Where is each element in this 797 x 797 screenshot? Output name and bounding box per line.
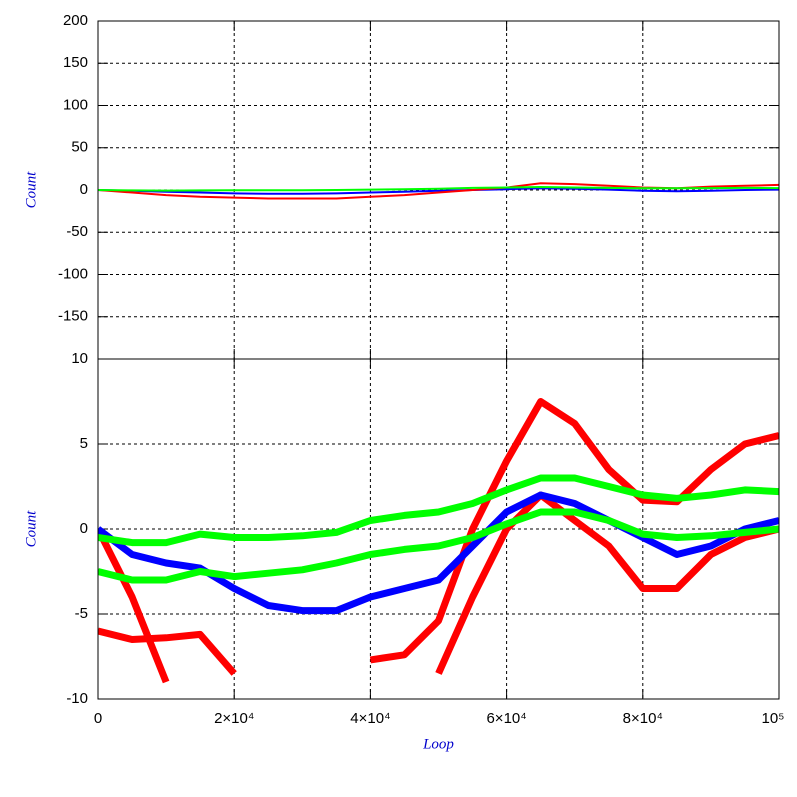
y-tick-label: -10 <box>66 690 88 707</box>
x-axis-label: Loop <box>422 736 454 752</box>
y-tick-label: -100 <box>58 265 88 282</box>
y-tick-label: 0 <box>80 181 88 198</box>
series-group <box>98 398 779 684</box>
y-axis-label: Count <box>23 171 39 209</box>
series-line <box>98 398 779 676</box>
y-tick-label: 10 <box>71 350 88 367</box>
y-axis-label: Count <box>23 510 39 548</box>
x-tick-label: 2×10⁴ <box>214 710 254 727</box>
x-tick-label: 0 <box>94 710 102 727</box>
series-line <box>98 491 779 684</box>
y-tick-label: -5 <box>75 605 88 622</box>
y-tick-label: -150 <box>58 308 88 325</box>
x-tick-label: 10⁵ <box>762 710 785 727</box>
x-tick-label: 6×10⁴ <box>486 710 526 727</box>
series-group <box>98 182 779 200</box>
series-line <box>98 508 779 584</box>
y-tick-label: 5 <box>80 435 88 452</box>
plot-frame <box>97 358 780 700</box>
y-tick-label: 150 <box>63 54 88 71</box>
x-tick-label: 8×10⁴ <box>623 710 663 727</box>
y-tick-label: 50 <box>71 139 88 156</box>
y-tick-label: 100 <box>63 96 88 113</box>
x-tick-label: 4×10⁴ <box>350 710 390 727</box>
y-tick-label: -50 <box>66 223 88 240</box>
y-tick-label: 200 <box>63 12 88 29</box>
series-line <box>98 186 779 192</box>
y-tick-label: 0 <box>80 520 88 537</box>
series-line <box>98 187 779 195</box>
series-line <box>98 474 779 547</box>
